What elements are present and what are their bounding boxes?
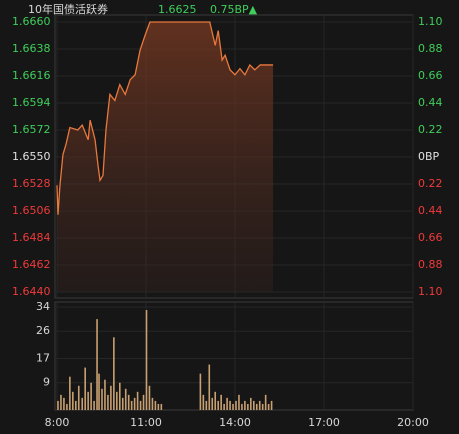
y-tick-label: 1.6506: [12, 204, 51, 217]
volume-bar: [121, 397, 124, 410]
volume-bar: [124, 388, 127, 410]
volume-bar: [229, 400, 231, 410]
volume-bar: [60, 394, 62, 410]
volume-bar: [247, 403, 249, 410]
volume-bar: [217, 400, 219, 410]
volume-bar: [208, 364, 211, 410]
volume-bar: [258, 400, 261, 410]
volume-bar: [270, 400, 273, 410]
volume-bar: [214, 391, 217, 410]
x-tick-label: 8:00: [45, 416, 70, 429]
volume-bar: [160, 403, 163, 410]
volume-bar: [69, 376, 71, 410]
y-tick-label: 17: [36, 352, 50, 365]
y2-tick-label: 1.10: [418, 15, 443, 28]
y-tick-label: 1.6550: [12, 150, 51, 163]
volume-bar: [211, 397, 214, 410]
volume-bar: [226, 397, 228, 410]
volume-bar: [116, 391, 118, 410]
volume-bar: [223, 403, 225, 410]
volume-bar: [199, 373, 202, 410]
x-tick-label: 17:00: [308, 416, 340, 429]
volume-bar: [241, 403, 243, 410]
volume-bar: [136, 391, 139, 410]
volume-bar: [107, 394, 109, 410]
volume-bar: [74, 400, 77, 410]
x-tick-label: 14:00: [219, 416, 251, 429]
volume-bar: [127, 394, 130, 410]
volume-bar: [232, 403, 234, 410]
volume-bar: [98, 373, 100, 410]
y2-tick-label: 0.88: [418, 42, 443, 55]
volume-bar: [202, 394, 205, 410]
last-price: 1.6625: [158, 3, 197, 16]
volume-bar: [72, 391, 74, 410]
volume-bar: [250, 397, 252, 410]
y2-tick-label: 0.22: [418, 123, 443, 136]
volume-bar: [93, 400, 95, 410]
volume-bar: [235, 400, 237, 410]
y-tick-label: 26: [36, 324, 50, 337]
volume-bar: [148, 385, 151, 410]
volume-bar: [142, 394, 145, 410]
y2-tick-label: 1.10: [418, 285, 443, 298]
y2-tick-label: 0.44: [418, 204, 443, 217]
volume-bar: [104, 379, 106, 410]
y-tick-label: 1.6484: [12, 231, 51, 244]
y-tick-label: 1.6528: [12, 177, 51, 190]
volume-bar: [252, 400, 255, 410]
y-tick-label: 1.6616: [12, 69, 51, 82]
volume-bar: [244, 400, 246, 410]
volume-bar: [101, 388, 103, 410]
volume-bar: [81, 397, 84, 410]
y-tick-label: 1.6638: [12, 42, 51, 55]
volume-bar: [154, 400, 157, 410]
volume-bar: [118, 382, 121, 410]
price-change: 0.75BP▲: [210, 3, 258, 16]
volume-bar: [255, 403, 258, 410]
y-tick-label: 1.6440: [12, 285, 51, 298]
volume-bar: [90, 382, 92, 410]
volume-bar: [264, 394, 267, 410]
volume-bar: [267, 403, 270, 410]
y-tick-label: 1.6660: [12, 15, 51, 28]
volume-bar: [238, 394, 240, 410]
y-tick-label: 1.6594: [12, 96, 51, 109]
volume-bar: [66, 403, 68, 410]
volume-bar: [130, 400, 133, 410]
volume-bar: [63, 397, 65, 410]
y-tick-label: 34: [36, 300, 50, 313]
y2-tick-label: 0.22: [418, 177, 443, 190]
x-tick-label: 20:00: [397, 416, 429, 429]
price-line: [56, 21, 274, 215]
volume-bar: [261, 403, 264, 410]
volume-bar: [220, 394, 222, 410]
volume-bar: [157, 403, 160, 410]
y-tick-label: 1.6572: [12, 123, 51, 136]
y-tick-label: 1.6462: [12, 258, 51, 271]
volume-bar: [139, 400, 142, 410]
y2-tick-label: 0BP: [418, 150, 440, 163]
volume-bar: [145, 310, 148, 410]
y2-tick-label: 0.44: [418, 96, 443, 109]
volume-bar: [84, 367, 86, 410]
instrument-name: 10年国债活跃券: [28, 2, 108, 16]
y2-tick-label: 0.66: [418, 69, 443, 82]
volume-bar: [77, 385, 80, 410]
y-tick-label: 9: [43, 376, 50, 389]
volume-bar: [151, 397, 154, 410]
volume-bar: [87, 391, 89, 410]
y2-tick-label: 0.88: [418, 258, 443, 271]
price-area: [57, 22, 274, 292]
volume-bar: [205, 400, 208, 410]
x-tick-label: 11:00: [130, 416, 162, 429]
volume-bar: [96, 319, 98, 410]
volume-bar: [110, 385, 112, 410]
volume-bar: [113, 337, 115, 410]
volume-bar: [57, 400, 59, 410]
volume-bar: [133, 397, 136, 410]
y2-tick-label: 0.66: [418, 231, 443, 244]
